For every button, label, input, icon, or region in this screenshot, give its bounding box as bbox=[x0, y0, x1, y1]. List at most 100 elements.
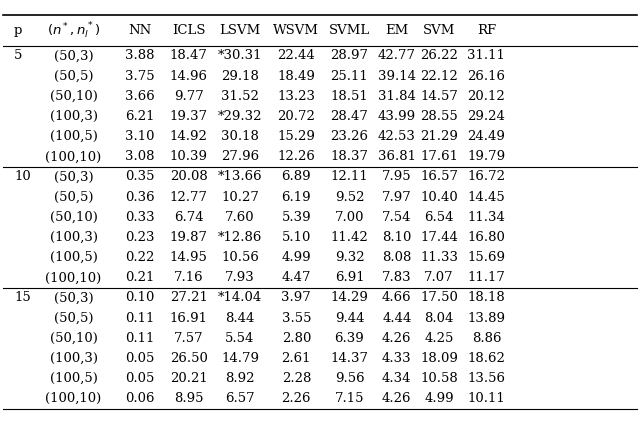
Text: (50,3): (50,3) bbox=[54, 49, 93, 63]
Text: (50,5): (50,5) bbox=[54, 190, 93, 204]
Text: 5.54: 5.54 bbox=[225, 332, 255, 345]
Text: 17.44: 17.44 bbox=[420, 231, 458, 244]
Text: (50,5): (50,5) bbox=[54, 69, 93, 83]
Text: 7.00: 7.00 bbox=[335, 211, 364, 224]
Text: 0.06: 0.06 bbox=[125, 392, 154, 405]
Text: 24.49: 24.49 bbox=[467, 130, 506, 143]
Text: 8.10: 8.10 bbox=[382, 231, 412, 244]
Text: 18.49: 18.49 bbox=[277, 69, 316, 83]
Text: 20.21: 20.21 bbox=[170, 372, 207, 385]
Text: 6.89: 6.89 bbox=[282, 170, 311, 184]
Text: 18.62: 18.62 bbox=[467, 352, 506, 365]
Text: (50,3): (50,3) bbox=[54, 291, 93, 305]
Text: 14.29: 14.29 bbox=[330, 291, 369, 305]
Text: 7.83: 7.83 bbox=[382, 271, 412, 284]
Text: (100,3): (100,3) bbox=[50, 110, 98, 123]
Text: 8.44: 8.44 bbox=[225, 311, 255, 325]
Text: 5.10: 5.10 bbox=[282, 231, 311, 244]
Text: 18.09: 18.09 bbox=[420, 352, 458, 365]
Text: 18.18: 18.18 bbox=[468, 291, 505, 305]
Text: (100,5): (100,5) bbox=[50, 130, 97, 143]
Text: 0.36: 0.36 bbox=[125, 190, 154, 204]
Text: 16.72: 16.72 bbox=[467, 170, 506, 184]
Text: (100,5): (100,5) bbox=[50, 372, 97, 385]
Text: 12.26: 12.26 bbox=[277, 150, 316, 163]
Text: 5: 5 bbox=[14, 49, 22, 63]
Text: 7.93: 7.93 bbox=[225, 271, 255, 284]
Text: 17.61: 17.61 bbox=[420, 150, 458, 163]
Text: 39.14: 39.14 bbox=[378, 69, 416, 83]
Text: 4.25: 4.25 bbox=[424, 332, 454, 345]
Text: 14.79: 14.79 bbox=[221, 352, 259, 365]
Text: 22.12: 22.12 bbox=[420, 69, 458, 83]
Text: 17.50: 17.50 bbox=[420, 291, 458, 305]
Text: 15.69: 15.69 bbox=[467, 251, 506, 264]
Text: 7.07: 7.07 bbox=[424, 271, 454, 284]
Text: 14.96: 14.96 bbox=[170, 69, 208, 83]
Text: 10.27: 10.27 bbox=[221, 190, 259, 204]
Text: 11.17: 11.17 bbox=[467, 271, 506, 284]
Text: 4.47: 4.47 bbox=[282, 271, 311, 284]
Text: *13.66: *13.66 bbox=[218, 170, 262, 184]
Text: (100,3): (100,3) bbox=[50, 352, 98, 365]
Text: 2.28: 2.28 bbox=[282, 372, 311, 385]
Text: (50,10): (50,10) bbox=[50, 211, 97, 224]
Text: 8.92: 8.92 bbox=[225, 372, 255, 385]
Text: 7.95: 7.95 bbox=[382, 170, 412, 184]
Text: 28.47: 28.47 bbox=[330, 110, 369, 123]
Text: 7.97: 7.97 bbox=[382, 190, 412, 204]
Text: 26.22: 26.22 bbox=[420, 49, 458, 63]
Text: 11.42: 11.42 bbox=[331, 231, 368, 244]
Text: 4.44: 4.44 bbox=[382, 311, 412, 325]
Text: RF: RF bbox=[477, 24, 496, 37]
Text: (50,10): (50,10) bbox=[50, 90, 97, 103]
Text: 19.37: 19.37 bbox=[170, 110, 208, 123]
Text: 13.23: 13.23 bbox=[277, 90, 316, 103]
Text: 16.91: 16.91 bbox=[170, 311, 208, 325]
Text: 20.72: 20.72 bbox=[277, 110, 316, 123]
Text: 10.11: 10.11 bbox=[468, 392, 505, 405]
Text: (100,10): (100,10) bbox=[45, 271, 102, 284]
Text: 4.33: 4.33 bbox=[382, 352, 412, 365]
Text: 31.11: 31.11 bbox=[467, 49, 506, 63]
Text: 18.37: 18.37 bbox=[330, 150, 369, 163]
Text: 0.35: 0.35 bbox=[125, 170, 154, 184]
Text: 7.15: 7.15 bbox=[335, 392, 364, 405]
Text: 9.56: 9.56 bbox=[335, 372, 364, 385]
Text: (100,10): (100,10) bbox=[45, 392, 102, 405]
Text: 9.44: 9.44 bbox=[335, 311, 364, 325]
Text: 13.56: 13.56 bbox=[467, 372, 506, 385]
Text: 7.54: 7.54 bbox=[382, 211, 412, 224]
Text: 8.08: 8.08 bbox=[382, 251, 412, 264]
Text: 20.08: 20.08 bbox=[170, 170, 207, 184]
Text: 0.11: 0.11 bbox=[125, 311, 154, 325]
Text: $(n^*, n_l^*)$: $(n^*, n_l^*)$ bbox=[47, 20, 100, 41]
Text: 3.97: 3.97 bbox=[282, 291, 311, 305]
Text: 3.55: 3.55 bbox=[282, 311, 311, 325]
Text: (100,3): (100,3) bbox=[50, 231, 98, 244]
Text: EM: EM bbox=[385, 24, 408, 37]
Text: 6.54: 6.54 bbox=[424, 211, 454, 224]
Text: 43.99: 43.99 bbox=[378, 110, 416, 123]
Text: 10.39: 10.39 bbox=[170, 150, 208, 163]
Text: LSVM: LSVM bbox=[220, 24, 260, 37]
Text: 21.29: 21.29 bbox=[420, 130, 458, 143]
Text: 9.77: 9.77 bbox=[174, 90, 204, 103]
Text: 3.75: 3.75 bbox=[125, 69, 154, 83]
Text: 42.53: 42.53 bbox=[378, 130, 416, 143]
Text: 0.23: 0.23 bbox=[125, 231, 154, 244]
Text: 28.97: 28.97 bbox=[330, 49, 369, 63]
Text: 6.91: 6.91 bbox=[335, 271, 364, 284]
Text: SVM: SVM bbox=[423, 24, 455, 37]
Text: 12.77: 12.77 bbox=[170, 190, 208, 204]
Text: 14.92: 14.92 bbox=[170, 130, 208, 143]
Text: (100,10): (100,10) bbox=[45, 150, 102, 163]
Text: 13.89: 13.89 bbox=[467, 311, 506, 325]
Text: 0.22: 0.22 bbox=[125, 251, 154, 264]
Text: 6.74: 6.74 bbox=[174, 211, 204, 224]
Text: 2.61: 2.61 bbox=[282, 352, 311, 365]
Text: 0.05: 0.05 bbox=[125, 372, 154, 385]
Text: NN: NN bbox=[128, 24, 151, 37]
Text: 2.26: 2.26 bbox=[282, 392, 311, 405]
Text: 10: 10 bbox=[14, 170, 31, 184]
